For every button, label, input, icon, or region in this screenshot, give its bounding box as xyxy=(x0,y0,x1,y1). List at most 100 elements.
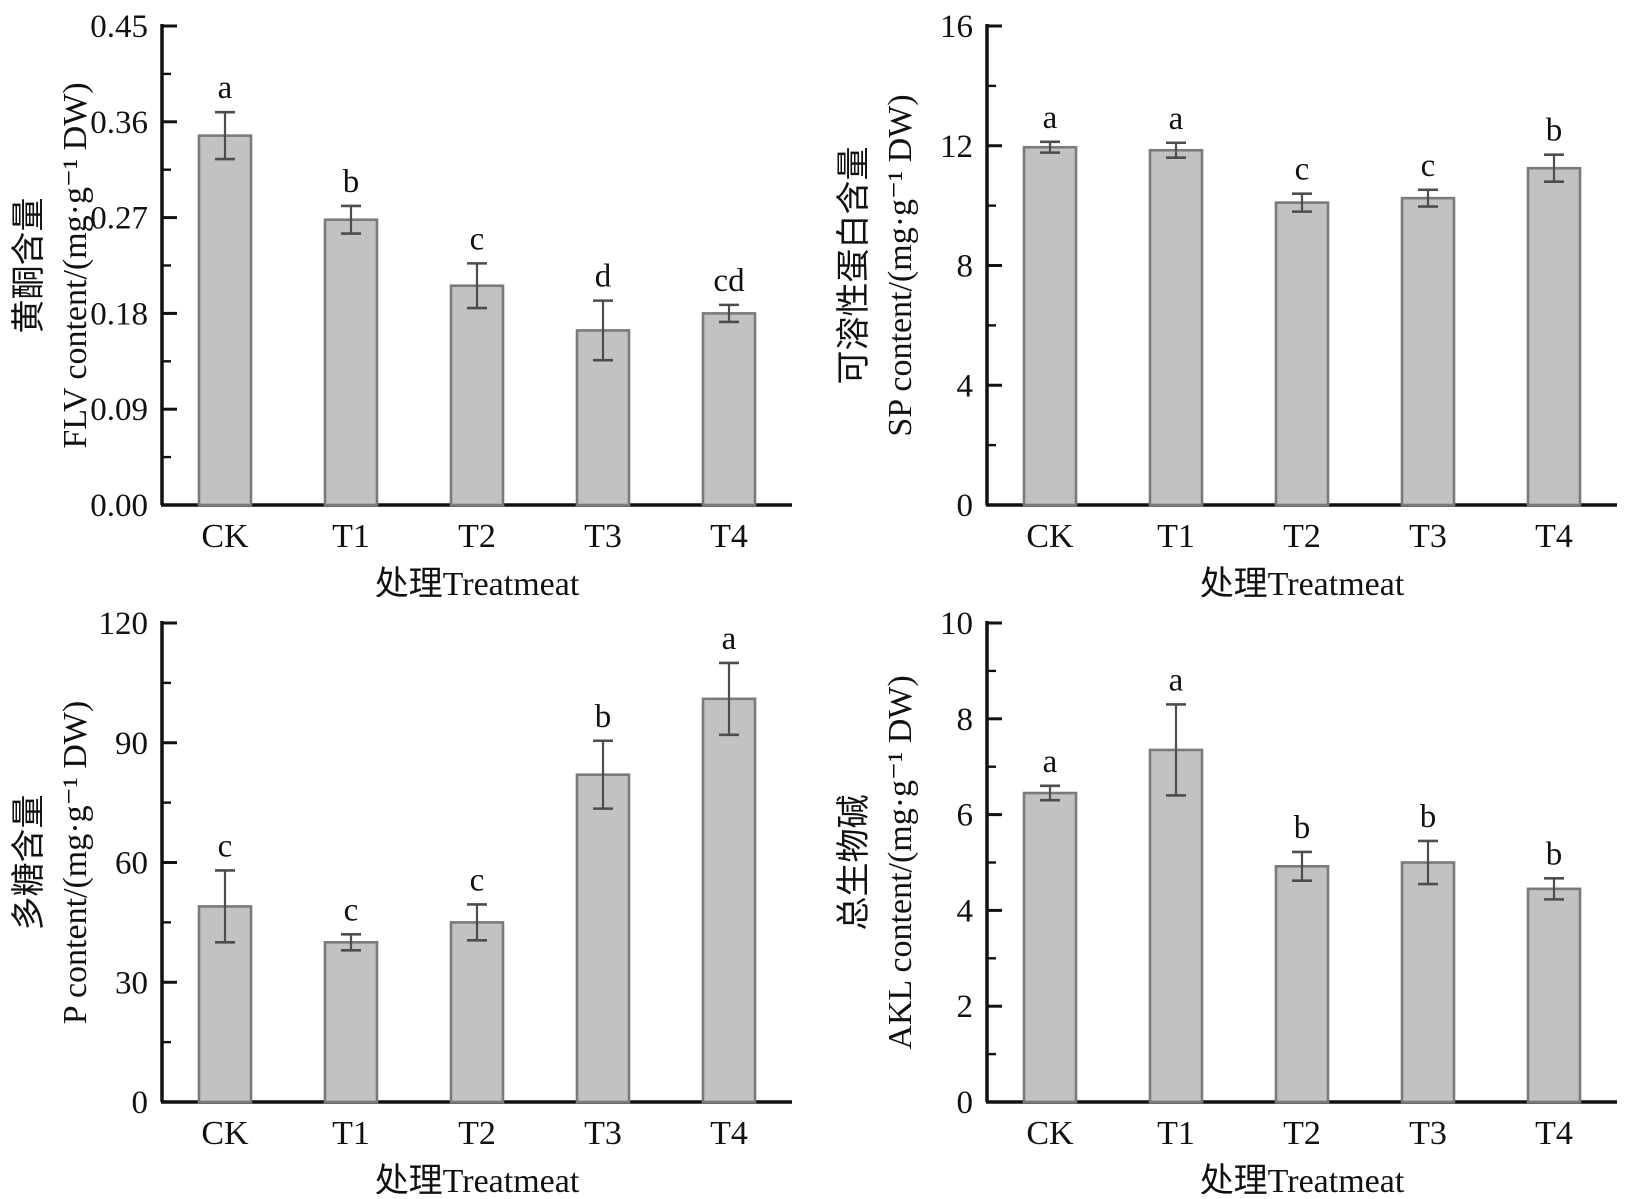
x-category-label: CK xyxy=(1026,1115,1074,1152)
y-tick-label: 6 xyxy=(957,798,974,834)
y-tick-label: 0 xyxy=(957,488,974,524)
bar-t2 xyxy=(1274,201,1330,507)
y-tick-label: 60 xyxy=(115,846,148,882)
chart-cell-sp: 0 4 8 12 16 a CK a T1 c T2 c T3 b T4 处理Treatmeat 可溶性蛋白含量… xyxy=(825,0,1650,603)
bar-t3 xyxy=(1400,861,1456,1104)
bar-t2 xyxy=(449,284,505,507)
sig-letter: b xyxy=(1546,836,1563,872)
sig-letter: a xyxy=(722,621,737,657)
bar-t2 xyxy=(1274,865,1330,1104)
sig-letter: c xyxy=(344,892,359,928)
x-category-label: T1 xyxy=(332,518,370,555)
y-axis-label-line2: P content/(mg·g⁻¹ DW) xyxy=(57,701,94,1024)
sig-letter: b xyxy=(1294,810,1311,846)
y-tick-label: 0 xyxy=(132,1085,149,1121)
bar-chart-sp-content: 0 4 8 12 16 a CK a T1 c T2 c T3 b T4 处理Treatmeat 可溶性蛋白含量… xyxy=(835,9,1617,603)
sig-letter: b xyxy=(1546,113,1563,149)
x-category-label: T2 xyxy=(458,1115,496,1152)
y-tick-label: 0 xyxy=(957,1085,974,1121)
x-category-label: T3 xyxy=(584,518,622,555)
bar-t1 xyxy=(1148,748,1204,1104)
y-axis-label-line1: 可溶性蛋白含量 xyxy=(835,147,873,385)
sig-letter: c xyxy=(470,862,485,898)
sig-letter: b xyxy=(595,699,612,735)
x-category-label: T3 xyxy=(1409,518,1447,555)
x-category-label: CK xyxy=(1026,518,1074,555)
y-tick-label: 8 xyxy=(957,249,974,285)
sig-letter: c xyxy=(1421,148,1436,184)
sig-letter: c xyxy=(1295,152,1310,188)
bar-ck xyxy=(197,905,253,1104)
sig-letter: a xyxy=(1043,100,1058,136)
sig-letter: a xyxy=(1169,101,1184,137)
x-category-label: CK xyxy=(201,1115,249,1152)
x-category-label: T4 xyxy=(1535,518,1573,555)
y-axis-label-line1: 黄酮含量 xyxy=(10,198,48,334)
sig-letter: b xyxy=(343,164,360,200)
x-category-label: T1 xyxy=(1157,1115,1195,1152)
bar-t4 xyxy=(1526,887,1582,1104)
sig-letter: d xyxy=(595,259,612,295)
sig-letter: cd xyxy=(713,263,745,299)
y-tick-label: 120 xyxy=(99,606,149,642)
x-category-label: T3 xyxy=(584,1115,622,1152)
chart-cell-akl: 0 2 4 6 8 10 a CK a T1 b T2 b T3 b T4 处理Treatmeat 总生物碱 AKL… xyxy=(825,597,1650,1199)
x-category-label: T1 xyxy=(332,1115,370,1152)
x-category-label: T1 xyxy=(1157,518,1195,555)
y-tick-label: 10 xyxy=(940,606,973,642)
y-tick-label: 16 xyxy=(940,9,973,45)
bar-chart-flv-content: 0.00 0.09 0.18 0.27 0.36 0.45 a CK b T1 c T2 d T3 cd T4… xyxy=(10,9,792,603)
x-category-label: T2 xyxy=(1283,518,1321,555)
x-category-label: T3 xyxy=(1409,1115,1447,1152)
x-axis-label: 处理Treatmeat xyxy=(375,1163,580,1194)
y-axis-label-line2: SP content/(mg·g⁻¹ DW) xyxy=(882,94,919,436)
bar-t4 xyxy=(701,697,757,1104)
y-tick-label: 4 xyxy=(957,893,974,929)
x-category-label: T4 xyxy=(710,518,748,555)
sig-letter: a xyxy=(1169,662,1184,698)
x-axis-label: 处理Treatmeat xyxy=(1200,566,1405,597)
bar-t3 xyxy=(575,773,631,1104)
y-tick-label: 2 xyxy=(957,989,974,1025)
y-tick-label: 0.00 xyxy=(90,488,148,524)
bar-ck xyxy=(197,134,253,507)
y-tick-label: 0.18 xyxy=(90,296,148,332)
x-axis-label: 处理Treatmeat xyxy=(375,566,580,597)
x-category-label: T2 xyxy=(1283,1115,1321,1152)
bar-t1 xyxy=(1148,148,1204,507)
y-tick-label: 4 xyxy=(957,368,974,404)
bar-t4 xyxy=(701,312,757,507)
y-tick-label: 0.27 xyxy=(90,201,148,237)
sig-letter: c xyxy=(218,828,233,864)
y-tick-label: 0.09 xyxy=(90,392,148,428)
bar-t1 xyxy=(323,941,379,1104)
bar-t4 xyxy=(1526,166,1582,507)
y-tick-label: 0.45 xyxy=(90,9,148,45)
sig-letter: a xyxy=(1043,744,1058,780)
y-tick-label: 8 xyxy=(957,702,974,738)
y-tick-label: 90 xyxy=(115,726,148,762)
x-axis-label: 处理Treatmeat xyxy=(1200,1163,1405,1194)
sig-letter: b xyxy=(1420,799,1437,835)
chart-cell-flv: 0.00 0.09 0.18 0.27 0.36 0.45 a CK b T1 c T2 d T3 cd T4… xyxy=(0,0,825,603)
sig-letter: c xyxy=(470,221,485,257)
bar-t3 xyxy=(1400,196,1456,507)
y-axis-label-line2: FLV content/(mg·g⁻¹ DW) xyxy=(57,82,94,448)
bar-ck xyxy=(1022,145,1078,507)
y-axis-label-line2: AKL content/(mg·g⁻¹ DW) xyxy=(882,675,919,1049)
chart-cell-p: 0 30 60 90 120 c CK c T1 c T2 b T3 a T4 处理Treatmeat 多糖含量… xyxy=(0,597,825,1199)
y-tick-label: 0.36 xyxy=(90,105,148,141)
x-category-label: T4 xyxy=(1535,1115,1573,1152)
sig-letter: a xyxy=(218,70,233,106)
y-axis-label-line1: 总生物碱 xyxy=(835,795,873,931)
bar-chart-p-content: 0 30 60 90 120 c CK c T1 c T2 b T3 a T4 处理Treatmeat 多糖含量… xyxy=(10,606,792,1199)
y-axis-label-line1: 多糖含量 xyxy=(10,795,48,931)
y-tick-label: 30 xyxy=(115,965,148,1001)
y-tick-label: 12 xyxy=(940,129,973,165)
bar-ck xyxy=(1022,791,1078,1104)
x-category-label: T2 xyxy=(458,518,496,555)
bar-t1 xyxy=(323,218,379,507)
x-category-label: CK xyxy=(201,518,249,555)
bar-chart-akl-content: 0 2 4 6 8 10 a CK a T1 b T2 b T3 b T4 处理Treatmeat 总生物碱 AKL… xyxy=(835,606,1617,1199)
